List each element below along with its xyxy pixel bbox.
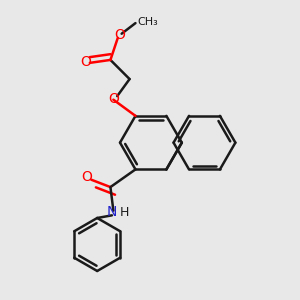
Text: O: O [80,55,91,69]
Text: N: N [107,205,117,219]
Text: O: O [108,92,119,106]
Text: H: H [120,206,129,219]
Text: O: O [82,170,93,184]
Text: CH₃: CH₃ [138,17,159,27]
Text: O: O [114,28,125,43]
